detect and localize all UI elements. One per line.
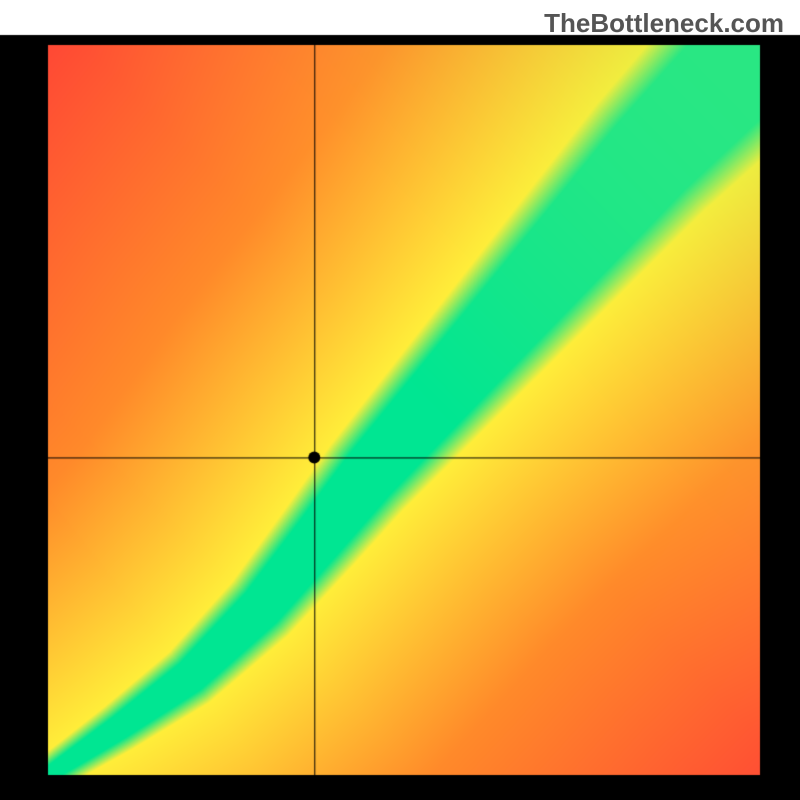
heatmap-canvas — [0, 0, 800, 800]
chart-container: TheBottleneck.com — [0, 0, 800, 800]
watermark-text: TheBottleneck.com — [544, 8, 784, 39]
